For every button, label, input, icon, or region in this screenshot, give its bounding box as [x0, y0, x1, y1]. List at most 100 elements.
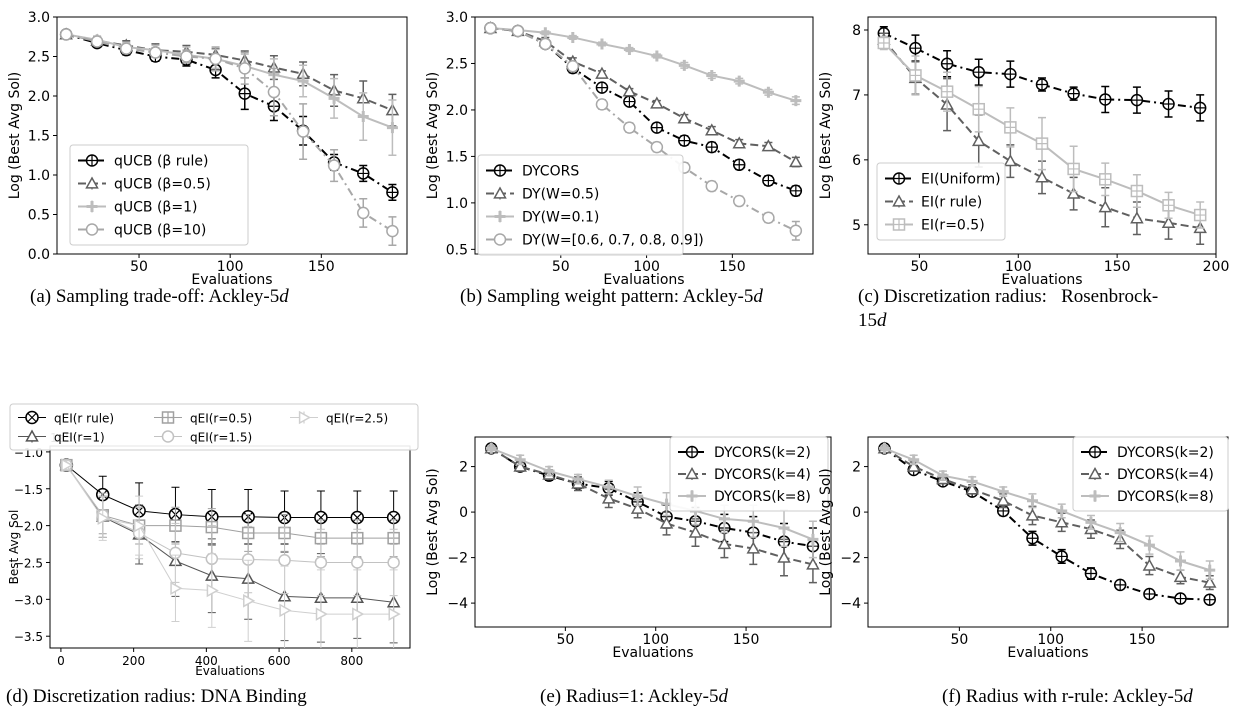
y-axis-label: Log (Best Avg Sol)	[425, 468, 441, 596]
y-tick-label: 1.5	[28, 129, 50, 145]
y-tick-label: −1.5	[14, 483, 43, 497]
data-point	[387, 556, 400, 569]
y-tick-label: 1.0	[28, 168, 50, 184]
legend-box	[669, 436, 829, 512]
data-point-cross	[762, 175, 774, 187]
data-point	[386, 122, 398, 134]
y-tick-label: 2.5	[28, 50, 50, 66]
data-point	[732, 194, 746, 208]
data-point	[120, 42, 133, 55]
legend-marker-cross	[686, 446, 698, 458]
legend-label: DYCORS(k=8)	[714, 489, 811, 505]
x-axis-label: Evaluations	[1001, 272, 1082, 288]
legend-box	[1072, 436, 1229, 512]
y-tick-label: 1.0	[446, 196, 468, 212]
series-3	[878, 442, 1216, 580]
data-point-cross	[1026, 532, 1038, 544]
data-point-plus	[1163, 199, 1175, 211]
data-point	[539, 37, 552, 51]
data-point	[704, 123, 719, 136]
data-point-plus	[1004, 121, 1016, 133]
x-tick-label: 0	[57, 654, 65, 668]
data-point	[484, 21, 497, 35]
data-point	[997, 486, 1009, 498]
data-point-plus	[1131, 185, 1143, 197]
legend-box	[876, 162, 1006, 241]
data-point	[971, 133, 986, 147]
y-tick-label: −2.5	[14, 556, 43, 570]
data-point-cross	[909, 42, 921, 54]
legend-label: qUCB (β=1)	[114, 200, 197, 216]
data-point	[595, 98, 609, 111]
data-point	[61, 458, 74, 472]
data-point	[133, 518, 147, 533]
chart-a: 0.0 0.5 1.0 1.5 2.0 2.5 3.0 50 100 150 Evaluations…	[7, 10, 408, 288]
data-point-cross	[1056, 550, 1068, 562]
y-tick-label: 6	[852, 153, 861, 169]
legend: qUCB (β rule) qUCB (β=0.5) qUCB (β=1) qUCB …	[69, 144, 249, 246]
data-point	[243, 594, 256, 608]
legend: DYCORS(k=2) DYCORS(k=4) DYCORS(k=8)	[1072, 436, 1229, 512]
data-point	[996, 493, 1011, 506]
legend-item: qEI(r=1.5)	[154, 430, 252, 445]
data-point	[1173, 569, 1188, 583]
data-point	[1026, 495, 1038, 507]
legend-marker	[685, 466, 699, 480]
data-point	[485, 442, 497, 454]
data-point	[878, 442, 890, 454]
data-point	[678, 59, 690, 71]
data-point	[732, 136, 746, 149]
y-tick-label: 2.5	[446, 56, 468, 72]
y-tick-label: 1.5	[446, 149, 468, 165]
legend-box	[69, 144, 249, 246]
legend-label: qEI(r rule)	[54, 412, 114, 426]
data-point	[97, 511, 110, 526]
data-point-cross	[1143, 588, 1155, 600]
x-tick-label: 150	[1129, 632, 1156, 648]
x-tick-label: 150	[719, 259, 746, 275]
data-point-cross	[1099, 93, 1111, 105]
data-point	[1114, 527, 1126, 539]
plot-area	[59, 458, 401, 648]
data-point-cross	[1131, 94, 1143, 106]
data-point	[1003, 154, 1018, 167]
legend-item: DY(W=0.5)	[486, 186, 599, 203]
legend-item: qEI(r=0.5)	[154, 411, 252, 426]
data-point	[1130, 211, 1144, 224]
y-axis-label: Best Avg Sol	[7, 510, 21, 585]
y-tick-label: 3.0	[28, 10, 50, 26]
data-point	[659, 516, 674, 529]
x-tick-label: 150	[308, 259, 335, 275]
series-line	[884, 447, 1211, 572]
data-point	[806, 557, 820, 570]
data-point	[908, 454, 920, 466]
data-point	[677, 111, 692, 124]
data-point	[595, 66, 609, 79]
data-point-cross	[1068, 88, 1080, 100]
data-point	[630, 501, 645, 514]
y-tick-label: 0.5	[28, 208, 50, 224]
legend-marker-cross	[494, 165, 506, 176]
plot-area	[877, 25, 1207, 246]
data-point	[1202, 575, 1217, 588]
data-point	[1085, 516, 1097, 528]
data-point-cross	[1194, 102, 1206, 114]
data-point	[279, 603, 292, 618]
legend-item: qEI(r=2.5)	[290, 410, 388, 426]
data-point-cross	[1204, 594, 1216, 606]
x-tick-label: 400	[195, 654, 218, 668]
legend-label: EI(Uniform)	[921, 172, 1001, 188]
x-axis-label: Evaluations	[1007, 645, 1088, 661]
data-point	[149, 46, 162, 59]
data-point	[1161, 215, 1176, 228]
series-line	[65, 33, 393, 112]
data-point	[1035, 170, 1049, 183]
data-point	[327, 159, 341, 172]
data-point	[778, 522, 790, 534]
legend-item: DYCORS(k=2)	[1081, 445, 1214, 461]
data-point	[209, 52, 222, 66]
caption-c: (c) Discretization radius: Rosenbrock- 15…	[858, 286, 1159, 331]
data-point	[314, 556, 328, 569]
data-point	[937, 470, 949, 482]
